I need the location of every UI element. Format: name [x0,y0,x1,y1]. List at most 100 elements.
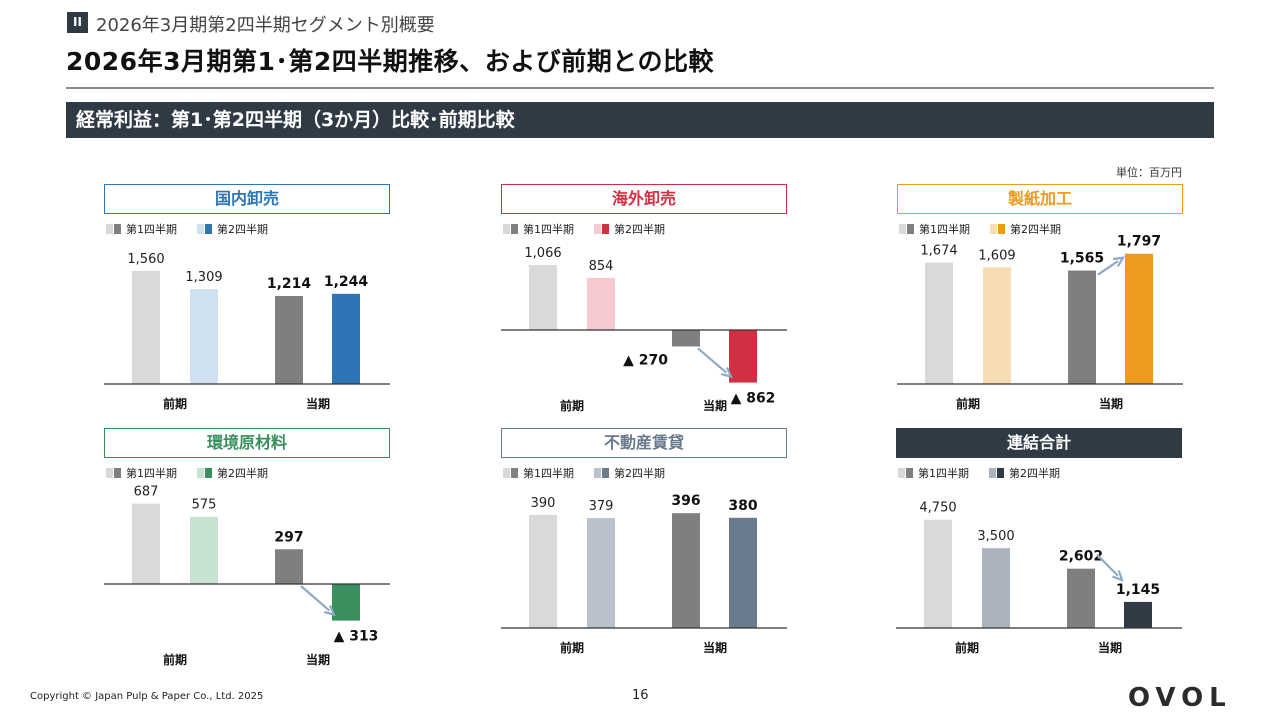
legend-label: 第2四半期 [614,223,665,236]
data-label: 390 [531,496,556,511]
data-label: 3,500 [977,529,1014,544]
bar [672,330,700,347]
trend-arrow-line [1097,260,1119,276]
chart-title: 連結合計 [896,428,1182,458]
bar [729,517,757,628]
legend-label: 第1四半期 [126,223,177,236]
legend-label: 第2四半期 [1010,223,1061,236]
company-logo: OVOL [1128,683,1232,713]
data-label: 1,674 [920,244,957,259]
segment-panel: 連結合計 第1四半期 第2四半期 4,750 3,500 2,602 1,145 前期 当期 [896,428,1182,655]
category-label: 当期 [703,640,727,655]
data-label: ▲ 270 [623,352,668,368]
legend-swatch [989,468,996,478]
category-label: 前期 [163,652,187,667]
chart-legend: 第1四半期 第2四半期 [106,465,288,481]
legend-swatch [602,468,609,478]
data-label: 380 [728,498,757,514]
legend-swatch [503,468,510,478]
bar [1124,601,1152,628]
trend-arrow-line [300,585,331,612]
legend-label: 第2四半期 [614,467,665,480]
category-label: 前期 [956,396,980,411]
chart-title: 海外卸売 [501,184,787,214]
segment-panel: 国内卸売 第1四半期 第2四半期 1,560 1,309 1,214 1,244 前期 当期 [104,184,390,411]
bar [729,330,757,383]
bar-chart: 1,560 1,309 1,214 1,244 前期 当期 [104,252,390,411]
data-label: 854 [589,259,614,274]
data-label: 4,750 [919,501,956,516]
bar [983,267,1011,384]
section-title: 2026年3月期第2四半期セグメント別概要 [96,15,435,36]
trend-arrow-line [697,347,728,374]
category-label: 当期 [306,396,330,411]
chart-legend: 第1四半期 第2四半期 [503,221,685,237]
section-banner: 経常利益：第1･第2四半期（3か月）比較･前期比較 [66,102,1214,138]
legend-swatch [594,224,601,234]
chart-legend: 第1四半期 第2四半期 [106,221,288,237]
legend-label: 第2四半期 [1009,467,1060,480]
data-label: 1,560 [127,252,164,267]
legend-swatch [997,468,1004,478]
data-label: 575 [192,498,217,513]
category-label: 当期 [1099,396,1123,411]
bar [275,549,303,584]
legend-label: 第1四半期 [523,467,574,480]
data-label: 1,309 [185,270,222,285]
legend-swatch [205,468,212,478]
chart-title: 国内卸売 [104,184,390,214]
segment-panel: 不動産賃貸 第1四半期 第2四半期 390 379 396 380 前期 当期 [501,428,787,655]
data-label: 1,145 [1116,582,1160,598]
bar [587,277,615,330]
legend-label: 第2四半期 [217,223,268,236]
data-label: 1,214 [267,276,312,292]
legend-swatch [990,224,997,234]
bar [529,264,557,330]
legend-label: 第1四半期 [919,223,970,236]
category-label: 前期 [163,396,187,411]
legend-label: 第1四半期 [523,223,574,236]
bar [529,514,557,628]
legend-swatch [998,224,1005,234]
chart-legend: 第1四半期 第2四半期 [899,221,1081,237]
legend-label: 第2四半期 [217,467,268,480]
trend-arrow-head [1112,570,1124,582]
legend-swatch [197,224,204,234]
category-label: 前期 [560,640,584,655]
page-number: 16 [632,688,649,703]
bar [190,516,218,584]
category-label: 前期 [955,640,979,655]
trend-arrow-line [1096,553,1119,577]
data-label: 396 [671,493,700,509]
data-label: 297 [274,529,303,545]
bar [132,503,160,584]
bar-chart: 390 379 396 380 前期 当期 [501,493,787,655]
trend-arrow-head [1112,256,1126,267]
segment-panel: 海外卸売 第1四半期 第2四半期 1,066 854 ▲ 270 ▲ 862 前期 当期 [501,184,787,413]
bar [672,513,700,628]
legend-swatch [205,224,212,234]
data-label: 1,066 [524,246,561,261]
legend-label: 第1四半期 [126,467,177,480]
legend-swatch [197,468,204,478]
trend-arrow-head [324,605,336,617]
chart-title: 製紙加工 [897,184,1183,214]
bar [190,289,218,384]
copyright: Copyright © Japan Pulp & Paper Co., Ltd.… [30,691,264,702]
bar-chart: 1,674 1,609 1,565 1,797 前期 当期 [897,234,1183,411]
bar [332,584,360,621]
legend-swatch [906,468,913,478]
unit-label: 単位：百万円 [1116,166,1182,179]
chart-title: 環境原材料 [104,428,390,458]
category-label: 前期 [560,398,584,413]
chart-legend: 第1四半期 第2四半期 [898,465,1080,481]
legend-swatch [898,468,905,478]
page-title: 2026年3月期第1･第2四半期推移、および前期との比較 [66,47,715,76]
data-label: 1,565 [1060,251,1104,267]
bar [132,270,160,384]
legend-swatch [511,224,518,234]
legend-swatch [899,224,906,234]
segment-panel: 環境原材料 第1四半期 第2四半期 687 575 297 ▲ 313 前期 当期 [104,428,390,667]
legend-swatch [907,224,914,234]
legend-label: 第1四半期 [918,467,969,480]
